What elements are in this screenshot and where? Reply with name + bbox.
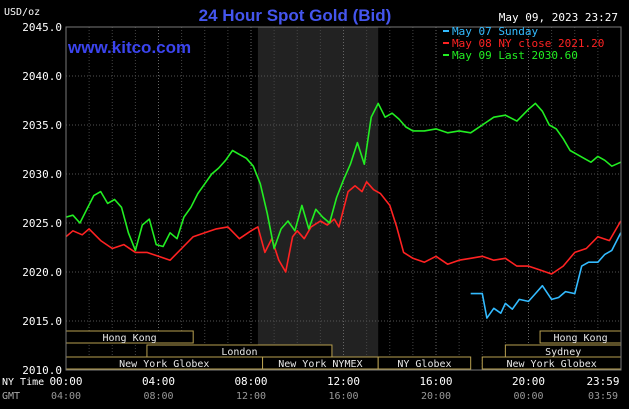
time-row-label: NY Time <box>2 377 44 388</box>
x-tick-label: 12:00 <box>327 375 360 388</box>
legend-entry: May 07 Sunday <box>452 25 538 38</box>
plot-frame <box>65 26 622 371</box>
x-tick-label: 04:00 <box>142 375 175 388</box>
legend-entry: May 09 Last 2030.60 <box>452 49 578 62</box>
series-line <box>470 232 622 319</box>
y-tick-label: 2035.0 <box>22 119 62 132</box>
session-label: New York Globex <box>119 359 209 370</box>
grid <box>66 26 621 371</box>
x-tick-label: 08:00 <box>234 375 267 388</box>
watermark: www.kitco.com <box>67 38 191 57</box>
session-box <box>377 356 472 370</box>
series-line <box>65 181 622 275</box>
y-tick-label: 2025.0 <box>22 217 62 230</box>
x-tick-label: 16:00 <box>328 391 358 402</box>
y-tick-label: 2010.0 <box>22 364 62 377</box>
session-label: Sydney <box>545 347 581 358</box>
time-row-label: GMT <box>2 391 20 402</box>
y-tick-labels: 2045.0 2040.0 2035.0 2030.0 2025.0 2020.0 2015… <box>22 21 62 377</box>
session-label: New York Globex <box>506 359 596 370</box>
series-lines <box>65 102 622 319</box>
session-label: NY Globex <box>397 359 451 370</box>
y-tick-label: 2040.0 <box>22 70 62 83</box>
chart-title: 24 Hour Spot Gold (Bid) <box>199 6 392 25</box>
session-label: London <box>221 347 257 358</box>
x-tick-label: 20:00 <box>512 375 545 388</box>
x-tick-label: 08:00 <box>143 391 173 402</box>
nymex-highlight <box>257 27 379 370</box>
session-label: Hong Kong <box>553 333 607 344</box>
chart-timestamp: May 09, 2023 23:27 <box>499 11 618 24</box>
y-tick-label: 2045.0 <box>22 21 62 34</box>
y-tick-label: 2015.0 <box>22 315 62 328</box>
x-tick-label: 00:00 <box>49 375 82 388</box>
y-tick-label: 2030.0 <box>22 168 62 181</box>
y-axis-label: USD/oz <box>4 7 40 18</box>
x-tick-label: 04:00 <box>51 391 81 402</box>
session-label: New York NYMEX <box>278 359 362 370</box>
x-tick-label: 03:59 <box>588 391 618 402</box>
y-tick-label: 2020.0 <box>22 266 62 279</box>
x-tick-label: 20:00 <box>421 391 451 402</box>
x-tick-labels: NY Time 00:00 04:00 08:00 12:00 16:00 20:00 23:… <box>2 375 620 402</box>
series-line <box>65 102 622 252</box>
x-tick-label: 12:00 <box>236 391 266 402</box>
legend-entry: May 08 NY close 2021.20 <box>452 37 604 50</box>
x-tick-label: 00:00 <box>513 391 543 402</box>
x-tick-label: 16:00 <box>419 375 452 388</box>
x-tick-label: 23:59 <box>586 375 619 388</box>
session-label: Hong Kong <box>103 333 157 344</box>
